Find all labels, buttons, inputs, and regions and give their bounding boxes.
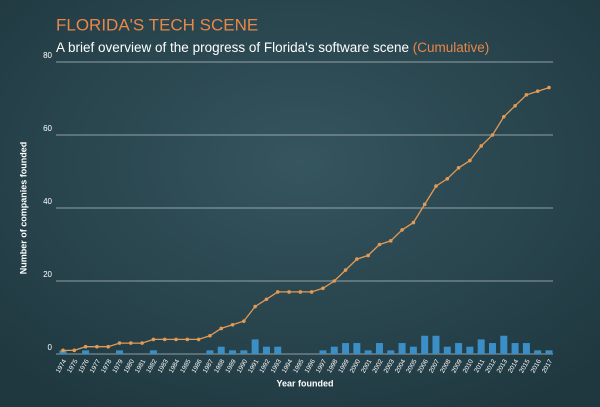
- chart-title: FLORIDA'S TECH SCENE: [56, 15, 258, 34]
- line-point: [162, 337, 167, 342]
- line-point: [242, 319, 246, 323]
- y-tick-label: 60: [43, 124, 52, 133]
- line-point: [321, 286, 325, 291]
- bar: [375, 343, 383, 354]
- line-point: [355, 257, 359, 261]
- line-point: [434, 184, 438, 188]
- bar: [534, 350, 542, 354]
- bar: [206, 350, 214, 354]
- chart-subtitle: A brief overview of the progress of Flor…: [56, 40, 489, 55]
- line-point: [219, 326, 224, 331]
- line-point: [388, 239, 393, 243]
- line-point: [298, 290, 303, 294]
- line-point: [83, 344, 88, 349]
- bar: [477, 339, 485, 354]
- bar: [342, 343, 350, 354]
- line-point: [275, 290, 280, 294]
- y-tick-label: 80: [43, 51, 52, 60]
- line-point: [309, 290, 314, 294]
- y-tick-label: 40: [43, 197, 52, 206]
- line-point: [547, 85, 551, 90]
- bar: [409, 346, 417, 354]
- bar: [545, 350, 553, 354]
- line-point: [411, 220, 416, 225]
- bar: [500, 335, 508, 354]
- line-point: [400, 228, 404, 232]
- bar: [421, 335, 429, 354]
- bar: [455, 343, 463, 354]
- line-point: [264, 297, 269, 302]
- line-point: [524, 93, 529, 97]
- bar: [443, 346, 451, 354]
- line-point: [174, 337, 178, 342]
- line-point: [253, 304, 257, 309]
- bar: [82, 350, 90, 354]
- line-point: [422, 202, 427, 207]
- line-point: [377, 242, 382, 247]
- bar: [319, 350, 327, 354]
- line-point: [456, 166, 461, 170]
- line-point: [230, 323, 235, 327]
- line-point: [151, 337, 156, 342]
- line-point: [61, 348, 65, 353]
- bar: [251, 339, 259, 354]
- y-tick-label: 20: [43, 270, 52, 279]
- line-point: [490, 133, 495, 137]
- line-point: [332, 279, 337, 283]
- x-axis-label: Year founded: [276, 378, 333, 388]
- y-tick-label: 0: [48, 343, 53, 352]
- bar: [262, 346, 270, 354]
- bar: [217, 346, 225, 354]
- line-point: [287, 290, 291, 294]
- bar: [59, 350, 67, 354]
- line-point: [343, 268, 348, 272]
- line-point: [185, 337, 190, 342]
- bar: [387, 350, 395, 354]
- bar: [274, 346, 282, 354]
- bar: [353, 343, 361, 354]
- bar: [116, 350, 124, 354]
- line-point: [72, 348, 77, 353]
- line-point: [479, 144, 483, 148]
- line-point: [501, 114, 506, 119]
- subtitle-note: (Cumulative): [413, 40, 490, 55]
- line-point: [468, 158, 472, 163]
- bar: [240, 350, 248, 354]
- bar: [398, 343, 406, 354]
- line-point: [445, 177, 450, 181]
- line-point: [106, 344, 111, 349]
- bar: [511, 343, 519, 354]
- line-point: [140, 341, 144, 345]
- line-point: [366, 253, 370, 258]
- y-axis-label: Number of companies founded: [18, 142, 28, 275]
- bar: [364, 350, 372, 354]
- bar: [522, 343, 530, 354]
- bar: [229, 350, 237, 354]
- line-point: [513, 104, 517, 108]
- line-point: [208, 333, 212, 338]
- line-point: [117, 341, 122, 345]
- line-point: [129, 341, 133, 345]
- line-point: [196, 337, 201, 342]
- line-point: [535, 89, 540, 93]
- bar: [432, 335, 440, 354]
- cumulative-line: [63, 86, 550, 352]
- bar: [330, 346, 338, 354]
- bar: [488, 343, 496, 354]
- line-point: [95, 344, 99, 349]
- bar: [466, 346, 474, 354]
- subtitle-text: A brief overview of the progress of Flor…: [56, 40, 409, 55]
- bar: [149, 350, 157, 354]
